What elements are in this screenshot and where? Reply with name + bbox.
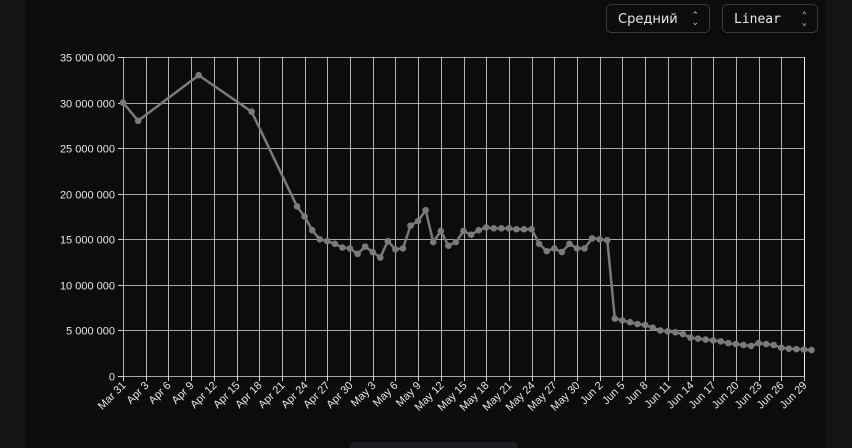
data-point — [596, 235, 603, 243]
x-tick-label: Apr 30 — [324, 380, 355, 411]
data-point — [709, 337, 717, 344]
data-point — [785, 345, 793, 352]
data-point — [248, 108, 255, 115]
data-point — [755, 339, 762, 347]
data-point — [770, 341, 778, 349]
aggregation-select-label: Средний — [618, 12, 678, 27]
data-point — [339, 244, 346, 251]
data-point — [422, 206, 429, 214]
data-point — [513, 225, 520, 233]
data-point — [725, 339, 732, 347]
chart-panel — [26, 0, 826, 448]
data-point — [702, 336, 709, 343]
data-point — [626, 318, 634, 326]
data-point — [573, 245, 581, 252]
x-tick-label: May 6 — [371, 380, 401, 410]
data-point — [656, 327, 664, 334]
data-point — [195, 71, 202, 79]
data-point — [475, 226, 482, 234]
data-point — [543, 247, 551, 255]
data-point — [308, 226, 316, 234]
data-point — [119, 99, 127, 106]
data-point — [437, 227, 445, 235]
y-tick-label: 0 — [109, 372, 115, 384]
data-point — [293, 203, 301, 210]
y-tick-label: 25 000 000 — [60, 144, 115, 156]
data-point — [800, 346, 808, 353]
data-point — [551, 245, 558, 252]
data-point — [452, 238, 460, 246]
data-point — [747, 342, 755, 350]
aggregation-select[interactable]: Средний ⌃ ⌄ — [606, 4, 710, 33]
data-point — [498, 225, 505, 232]
data-point — [460, 227, 467, 235]
y-tick-label: 10 000 000 — [60, 281, 115, 293]
data-point — [301, 213, 308, 220]
chevron-updown-icon: ⌃ ⌄ — [801, 10, 807, 28]
x-tick-label: Apr 6 — [147, 380, 174, 407]
data-point — [376, 254, 384, 261]
y-tick-label: 35 000 000 — [60, 53, 115, 65]
data-point — [664, 328, 672, 335]
data-point — [619, 317, 626, 324]
x-tick-label: Mar 31 — [96, 380, 129, 413]
scale-select[interactable]: Linear ⌃ ⌄ — [722, 4, 818, 33]
data-point — [528, 225, 535, 233]
data-point — [399, 245, 407, 252]
data-point — [407, 222, 414, 229]
data-point — [566, 240, 573, 248]
data-point — [482, 224, 490, 231]
data-point — [634, 320, 641, 328]
data-point — [134, 117, 142, 125]
data-point — [732, 340, 740, 348]
x-tick-label: Jun 5 — [600, 380, 628, 408]
data-point — [331, 240, 339, 248]
data-point — [346, 245, 354, 252]
data-point — [778, 344, 785, 352]
data-point — [641, 321, 649, 329]
data-point — [581, 245, 588, 252]
data-point — [429, 238, 437, 246]
data-point — [316, 235, 324, 243]
y-tick-label: 30 000 000 — [60, 99, 115, 111]
data-point — [467, 231, 475, 239]
data-point — [679, 330, 687, 338]
series-line — [122, 73, 812, 352]
data-point — [392, 246, 399, 253]
data-point — [694, 335, 702, 342]
scale-select-label: Linear — [734, 12, 781, 27]
data-point — [354, 250, 361, 258]
chevron-updown-icon: ⌃ ⌄ — [691, 10, 699, 28]
data-point — [414, 217, 422, 225]
data-point — [558, 248, 566, 256]
data-point — [793, 345, 800, 353]
data-point — [603, 236, 611, 244]
data-point — [717, 338, 725, 345]
data-point — [808, 346, 815, 354]
data-point — [361, 243, 369, 250]
data-point — [588, 235, 596, 242]
data-point — [687, 334, 694, 342]
data-point — [445, 242, 452, 249]
data-point — [649, 324, 656, 331]
data-point — [520, 225, 528, 233]
data-point — [369, 248, 377, 256]
bottom-tab — [350, 442, 518, 448]
data-point — [740, 341, 747, 349]
data-point — [324, 237, 331, 245]
data-point — [672, 328, 679, 336]
y-tick-label: 15 000 000 — [60, 235, 115, 247]
y-tick-label: 5 000 000 — [66, 326, 115, 338]
data-point — [505, 225, 513, 232]
x-tick-label: Jun 2 — [578, 380, 606, 408]
data-point — [762, 340, 770, 348]
data-point — [490, 225, 498, 232]
x-tick-label: Apr 3 — [125, 380, 152, 407]
data-point — [384, 237, 392, 245]
data-point — [535, 240, 543, 248]
y-tick-label: 20 000 000 — [60, 190, 115, 202]
data-point — [611, 315, 619, 322]
